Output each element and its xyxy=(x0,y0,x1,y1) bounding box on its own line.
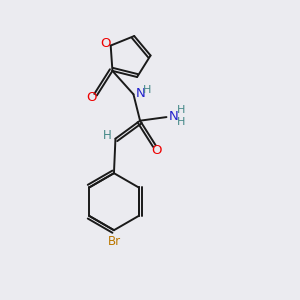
Text: O: O xyxy=(100,37,110,50)
Text: H: H xyxy=(103,129,111,142)
Text: H: H xyxy=(143,85,152,95)
Text: N: N xyxy=(169,110,178,123)
Text: O: O xyxy=(152,144,162,157)
Text: H: H xyxy=(177,118,186,128)
Text: N: N xyxy=(135,87,145,100)
Text: Br: Br xyxy=(107,235,121,248)
Text: O: O xyxy=(86,92,97,104)
Text: H: H xyxy=(177,106,186,116)
